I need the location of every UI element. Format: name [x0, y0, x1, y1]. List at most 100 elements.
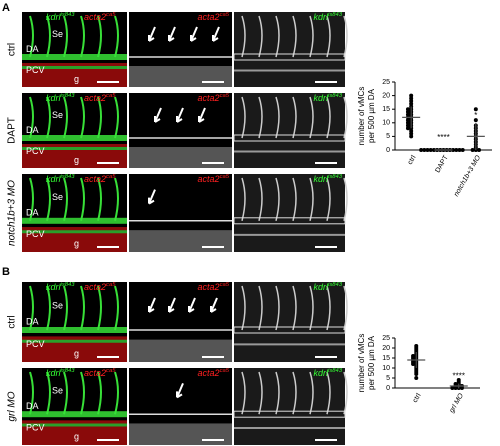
data-point	[405, 126, 410, 131]
data-point	[419, 148, 424, 152]
da-outline	[233, 326, 346, 334]
channel-name: kdrl	[46, 12, 62, 22]
channel-label: kdrlis843	[314, 12, 343, 23]
channel-allele: ca5	[220, 282, 230, 288]
channel-name: acta2	[84, 174, 106, 184]
channel-name: acta2	[198, 282, 220, 292]
segmental-vessel	[114, 177, 119, 222]
segmental-vessel	[63, 15, 68, 58]
channel-label: acta2ca5	[84, 12, 116, 23]
channel-name: acta2	[198, 368, 220, 378]
arrow	[198, 107, 206, 123]
data-point	[453, 386, 458, 390]
channel-name: kdrl	[46, 282, 62, 292]
y-tick-label: 5	[386, 133, 390, 140]
micrograph	[233, 174, 348, 252]
row-label: notch1b+3 MO	[7, 180, 18, 246]
segmental-vessel	[63, 96, 68, 139]
y-tick-label: 20	[382, 92, 390, 99]
arrow	[210, 297, 218, 313]
vessel-outline	[309, 371, 314, 415]
vessel-outline	[309, 177, 314, 221]
panel-label: A	[2, 2, 10, 14]
anatomy-label: Se	[52, 300, 63, 310]
channel-name: acta2	[198, 174, 220, 184]
channel-label: kdrlis843	[314, 174, 343, 185]
significance: ****	[453, 372, 465, 381]
segmental-vessel	[80, 96, 85, 139]
y-tick-label: 0	[386, 147, 390, 154]
data-point	[470, 148, 475, 152]
channel-label: kdrlis843	[46, 282, 75, 293]
channel-label: acta2ca5	[198, 368, 230, 379]
anatomy-label: g	[74, 74, 79, 84]
vessel-outline	[241, 177, 246, 221]
data-point	[473, 107, 478, 112]
x-tick-label: ctrl	[412, 392, 423, 404]
image-bg	[234, 93, 345, 168]
channel-name: acta2	[84, 282, 106, 292]
segmental-vessel	[63, 285, 68, 331]
channel-allele: is843	[328, 282, 343, 288]
data-point	[459, 386, 464, 390]
significance: *	[474, 111, 477, 120]
y-tick-label: 15	[382, 355, 390, 362]
vessel-outline	[258, 371, 263, 415]
segmental-vessel	[46, 15, 51, 58]
vessel-outline	[241, 285, 246, 331]
micrograph	[22, 174, 127, 252]
channel-label: acta2ca5	[198, 282, 230, 293]
arrow	[190, 26, 198, 42]
vessel-outline	[326, 177, 331, 221]
arrow	[148, 297, 156, 313]
channel-label: acta2ca5	[84, 93, 116, 104]
anatomy-label: PCV	[26, 339, 45, 349]
vessel-outline	[309, 15, 314, 58]
vessel-outline	[326, 285, 331, 331]
channel-label: kdrlis843	[46, 174, 75, 185]
channel-allele: ca5	[106, 368, 116, 374]
segmental-vessel	[63, 371, 68, 415]
vessel-outline	[343, 15, 348, 58]
vessel-outline	[275, 177, 280, 221]
segmental-vessel	[29, 371, 34, 415]
data-point	[454, 148, 459, 152]
micrograph	[129, 174, 232, 252]
segmental-vessel	[46, 371, 51, 415]
arrow	[188, 297, 196, 313]
y-tick-label: 0	[386, 385, 390, 392]
row-label: DAPT	[7, 117, 18, 144]
data-point	[473, 118, 478, 123]
vessel-outline	[292, 15, 297, 58]
channel-label: acta2ca5	[198, 12, 230, 23]
anatomy-label: Se	[52, 192, 63, 202]
da-vessel	[22, 327, 127, 333]
arrow	[176, 107, 184, 123]
vessel-outline	[326, 371, 331, 415]
channel-name: kdrl	[314, 12, 330, 22]
channel-name: kdrl	[314, 93, 330, 103]
data-point	[431, 148, 436, 152]
segmental-vessel	[114, 285, 119, 331]
image-bg	[234, 12, 345, 87]
segmental-vessel	[29, 177, 34, 222]
vessel-outline	[258, 96, 263, 139]
channel-name: kdrl	[46, 93, 62, 103]
vessel-outline	[343, 96, 348, 139]
da-outline	[233, 217, 346, 225]
x-tick-label: notch1b+3 MO	[453, 154, 482, 198]
channel-allele: is843	[61, 368, 76, 374]
y-axis-label: number of vMCs	[357, 334, 366, 393]
micrograph	[22, 282, 127, 362]
row-label: grl MO	[7, 391, 18, 421]
segmental-vessel	[97, 177, 102, 222]
micrograph	[129, 282, 232, 362]
channel-name: kdrl	[46, 174, 62, 184]
panel-label: B	[2, 266, 10, 278]
row-label: ctrl	[7, 315, 18, 328]
x-tick-label: DAPT	[434, 154, 450, 174]
segmental-vessel	[46, 285, 51, 331]
y-tick-label: 20	[382, 345, 390, 352]
data-point	[425, 148, 430, 152]
channel-label: acta2ca5	[84, 174, 116, 185]
